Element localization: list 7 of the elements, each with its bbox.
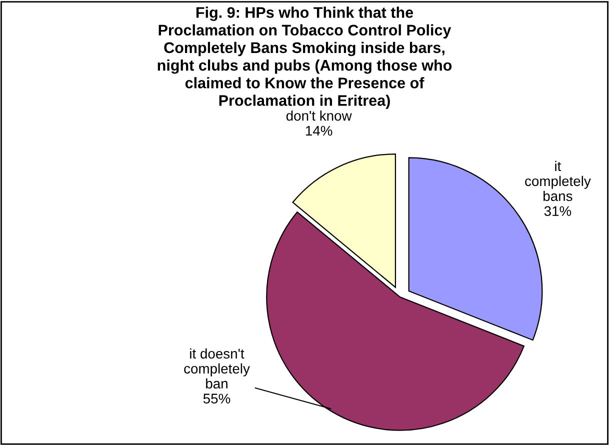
data-label: 14% <box>306 126 332 136</box>
data-label: 31% <box>544 206 572 216</box>
slice-label: don't know <box>286 110 352 121</box>
slice-label: it doesn't completely ban <box>184 348 250 389</box>
data-label: 55% <box>203 394 230 404</box>
chart-title: Fig. 9: HPs who Think that the Proclamation on Tobacco Control Policy Completely Bans Smoking inside bars, night clubs and pubs (Among those who claimed to Know the Presence of Proclamation in Eritrea) <box>158 6 452 109</box>
slice-label: it completely bans <box>525 160 591 202</box>
